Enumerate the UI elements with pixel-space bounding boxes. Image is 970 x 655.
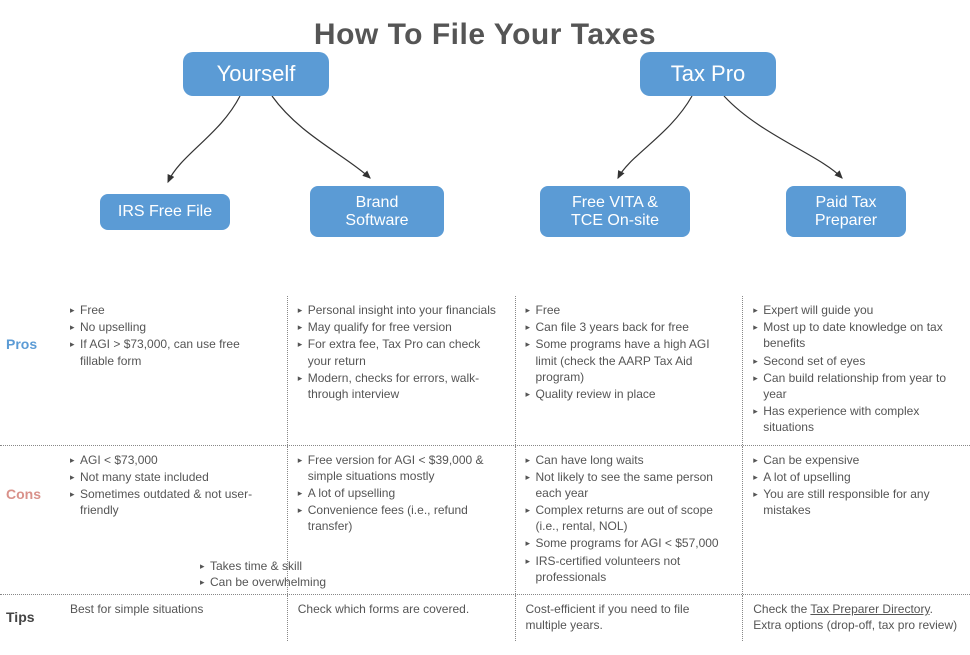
pros-item: Modern, checks for errors, walk-through …	[298, 370, 505, 402]
pros-item: Personal insight into your financials	[298, 302, 505, 318]
pros-item: Can build relationship from year to year	[753, 370, 960, 402]
pros-item: Free	[526, 302, 733, 318]
pros-item: Quality review in place	[526, 386, 733, 402]
cons-item: Complex returns are out of scope (i.e., …	[526, 502, 733, 534]
col-pros: FreeCan file 3 years back for freeSome p…	[515, 296, 743, 445]
cons-item: Convenience fees (i.e., refund transfer)	[298, 502, 505, 534]
tip-link[interactable]: Tax Preparer Directory	[810, 602, 929, 616]
cons-item: Not many state included	[70, 469, 277, 485]
pros-item: For extra fee, Tax Pro can check your re…	[298, 336, 505, 368]
cons-item: Free version for AGI < $39,000 & simple …	[298, 452, 505, 484]
cons-item: AGI < $73,000	[70, 452, 277, 468]
cons-item: Some programs for AGI < $57,000	[526, 535, 733, 551]
shared-cons-item: Takes time & skill	[200, 558, 326, 574]
cons-item: IRS-certified volunteers not professiona…	[526, 553, 733, 585]
pros-item: Has experience with complex situations	[753, 403, 960, 435]
col-tip: Cost-efficient if you need to file multi…	[515, 595, 743, 641]
cons-item: Can be expensive	[753, 452, 960, 468]
tree-leaf-pill: Free VITA &TCE On-site	[540, 186, 690, 237]
pros-label: Pros	[0, 296, 60, 352]
pros-item: Free	[70, 302, 277, 318]
tips-label: Tips	[0, 595, 60, 625]
col-tip: Check which forms are covered.	[287, 595, 515, 641]
pros-item: Most up to date knowledge on tax benefit…	[753, 319, 960, 351]
col-tip: Check the Tax Preparer Directory. Extra …	[742, 595, 970, 641]
cons-item: A lot of upselling	[298, 485, 505, 501]
pros-item: Some programs have a high AGI limit (che…	[526, 336, 733, 385]
row-pros: Pros FreeNo upsellingIf AGI > $73,000, c…	[0, 296, 970, 445]
pros-item: Second set of eyes	[753, 353, 960, 369]
cons-item: Not likely to see the same person each y…	[526, 469, 733, 501]
col-pros: Personal insight into your financialsMay…	[287, 296, 515, 445]
tree-root-pill: Tax Pro	[640, 52, 776, 96]
tree-leaf-pill: Paid TaxPreparer	[786, 186, 906, 237]
cons-item: A lot of upselling	[753, 469, 960, 485]
pros-item: May qualify for free version	[298, 319, 505, 335]
col-pros: FreeNo upsellingIf AGI > $73,000, can us…	[60, 296, 287, 445]
cons-item: Can have long waits	[526, 452, 733, 468]
cons-item: Sometimes outdated & not user-friendly	[70, 486, 277, 518]
cons-label: Cons	[0, 446, 60, 502]
row-cons: Cons AGI < $73,000Not many state include…	[0, 445, 970, 595]
col-tip: Best for simple situations	[60, 595, 287, 641]
page-title: How To File Your Taxes	[0, 18, 970, 52]
shared-cons-item: Can be overwhelming	[200, 574, 326, 590]
col-cons: Can have long waitsNot likely to see the…	[515, 446, 743, 595]
cons-item: You are still responsible for any mistak…	[753, 486, 960, 518]
tree-leaf-pill: IRS Free File	[100, 194, 230, 230]
shared-cons-yourself: Takes time & skillCan be overwhelming	[200, 558, 326, 590]
tree-diagram: Yourself Tax Pro IRS Free File BrandSoftwar…	[0, 52, 970, 262]
comparison-grid: Pros FreeNo upsellingIf AGI > $73,000, c…	[0, 296, 970, 641]
tree-root-pill: Yourself	[183, 52, 329, 96]
col-cons: Can be expensiveA lot of upsellingYou ar…	[742, 446, 970, 595]
tree-leaf-pill: BrandSoftware	[310, 186, 444, 237]
row-tips: Tips Best for simple situationsCheck whi…	[0, 594, 970, 641]
pros-item: Can file 3 years back for free	[526, 319, 733, 335]
pros-item: If AGI > $73,000, can use free fillable …	[70, 336, 277, 368]
pros-item: No upselling	[70, 319, 277, 335]
pros-item: Expert will guide you	[753, 302, 960, 318]
col-pros: Expert will guide youMost up to date kno…	[742, 296, 970, 445]
